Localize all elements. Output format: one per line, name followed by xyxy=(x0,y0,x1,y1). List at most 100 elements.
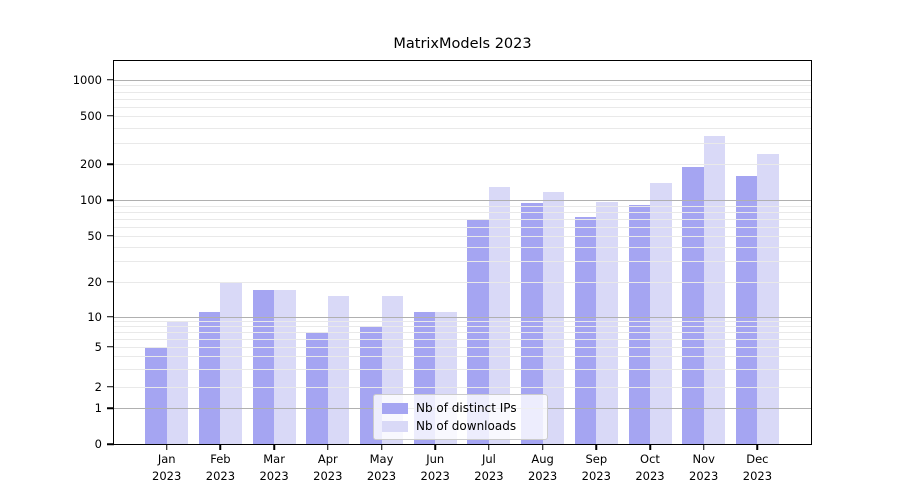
gridline-900 xyxy=(114,85,811,87)
gridline-1000 xyxy=(114,79,811,81)
x-tick-mark-dec xyxy=(756,444,759,450)
y-tick-mark-1000 xyxy=(107,79,114,81)
x-tick-mark-oct xyxy=(649,444,651,450)
x-tick-label-mar: Mar 2023 xyxy=(259,452,289,483)
gridline-20 xyxy=(114,281,811,283)
x-tick-label-jul: Jul 2023 xyxy=(474,452,504,483)
y-tick-mark-0 xyxy=(107,443,114,445)
y-tick-label-200: 200 xyxy=(80,157,102,172)
bar-downloads-nov xyxy=(703,136,726,444)
gridline-2 xyxy=(114,386,811,388)
gridline-700 xyxy=(114,98,811,100)
gridline-4 xyxy=(114,356,811,358)
bar-downloads-sep xyxy=(596,202,618,444)
y-tick-mark-500 xyxy=(107,115,114,117)
bar-ips-dec xyxy=(735,176,758,444)
gridline-50 xyxy=(114,235,811,237)
gridline-800 xyxy=(114,91,811,93)
y-tick-label-0: 0 xyxy=(94,437,102,451)
legend: Nb of distinct IPs Nb of downloads xyxy=(373,394,548,440)
gridline-40 xyxy=(114,247,811,249)
x-tick-label-jun: Jun 2023 xyxy=(420,452,450,483)
gridline-400 xyxy=(114,127,811,129)
gridline-5 xyxy=(114,346,811,348)
x-tick-label-may: May 2023 xyxy=(366,452,397,483)
x-tick-mark-mar xyxy=(273,444,275,450)
x-tick-mark-jan xyxy=(165,444,168,450)
bar-downloads-jul xyxy=(488,186,511,444)
y-tick-mark-1 xyxy=(107,407,114,410)
y-tick-label-2: 2 xyxy=(94,379,102,394)
y-tick-label-500: 500 xyxy=(80,108,102,123)
bar-downloads-oct xyxy=(650,182,672,444)
bar-downloads-dec xyxy=(757,153,779,444)
x-tick-mark-sep xyxy=(595,444,598,450)
chart-title: MatrixModels 2023 xyxy=(393,36,532,52)
legend-swatch-distinct-ips xyxy=(382,402,408,414)
gridline-500 xyxy=(114,115,811,117)
bar-ips-feb xyxy=(198,311,221,444)
gridline-60 xyxy=(114,226,811,228)
x-tick-mark-jul xyxy=(488,444,490,450)
gridline-6 xyxy=(114,338,811,340)
plot-area: Nb of distinct IPs Nb of downloads xyxy=(114,61,811,444)
y-tick-mark-200 xyxy=(107,163,114,166)
bar-downloads-feb xyxy=(220,281,242,444)
y-tick-label-1000: 1000 xyxy=(72,72,102,87)
bar-ips-jan xyxy=(145,346,167,444)
gridline-30 xyxy=(114,261,811,263)
bar-ips-sep xyxy=(574,217,597,444)
x-tick-mark-apr xyxy=(327,444,329,450)
y-tick-label-50: 50 xyxy=(87,228,102,243)
x-tick-label-aug: Aug 2023 xyxy=(527,452,558,483)
x-tick-mark-feb xyxy=(219,444,222,450)
bar-ips-nov xyxy=(682,167,704,444)
legend-item-distinct-ips: Nb of distinct IPs xyxy=(382,401,538,415)
legend-swatch-downloads xyxy=(382,420,408,432)
y-tick-label-1: 1 xyxy=(94,401,102,416)
bar-downloads-mar xyxy=(274,289,296,444)
legend-label-distinct-ips: Nb of distinct IPs xyxy=(416,401,517,415)
y-tick-label-5: 5 xyxy=(94,339,102,354)
bar-ips-apr xyxy=(306,332,328,444)
x-tick-label-nov: Nov 2023 xyxy=(689,452,719,483)
x-tick-mark-aug xyxy=(541,444,544,450)
bar-ips-aug xyxy=(521,202,543,444)
legend-item-downloads: Nb of downloads xyxy=(382,419,538,433)
bar-downloads-aug xyxy=(542,191,565,444)
bar-downloads-apr xyxy=(327,296,350,444)
gridline-70 xyxy=(114,218,811,220)
y-tick-mark-100 xyxy=(107,199,114,202)
gridline-80 xyxy=(114,211,811,213)
gridline-90 xyxy=(114,205,811,207)
x-tick-label-feb: Feb 2023 xyxy=(205,452,236,483)
gridline-9 xyxy=(114,321,811,323)
x-tick-label-sep: Sep 2023 xyxy=(581,452,611,483)
gridline-10 xyxy=(114,316,811,318)
legend-label-downloads: Nb of downloads xyxy=(416,419,517,433)
gridline-8 xyxy=(114,326,811,328)
x-tick-label-oct: Oct 2023 xyxy=(635,452,665,483)
y-tick-label-100: 100 xyxy=(80,193,102,208)
x-tick-label-dec: Dec 2023 xyxy=(742,452,773,483)
x-tick-label-jan: Jan 2023 xyxy=(152,452,182,483)
bar-ips-oct xyxy=(628,204,650,444)
gridline-200 xyxy=(114,164,811,166)
y-tick-mark-50 xyxy=(107,235,114,237)
gridline-7 xyxy=(114,332,811,334)
bar-downloads-jan xyxy=(166,321,189,444)
x-tick-label-apr: Apr 2023 xyxy=(313,452,343,483)
gridline-100 xyxy=(114,200,811,202)
gridline-3 xyxy=(114,369,811,370)
y-tick-mark-5 xyxy=(107,345,114,348)
x-tick-mark-jun xyxy=(434,444,436,450)
x-tick-mark-nov xyxy=(702,444,705,450)
y-tick-mark-2 xyxy=(107,385,114,388)
y-tick-label-20: 20 xyxy=(87,274,102,289)
y-tick-mark-10 xyxy=(107,315,114,318)
x-tick-mark-may xyxy=(380,444,383,450)
y-tick-label-10: 10 xyxy=(87,309,102,324)
gridline-600 xyxy=(114,106,811,108)
gridline-300 xyxy=(114,143,811,145)
